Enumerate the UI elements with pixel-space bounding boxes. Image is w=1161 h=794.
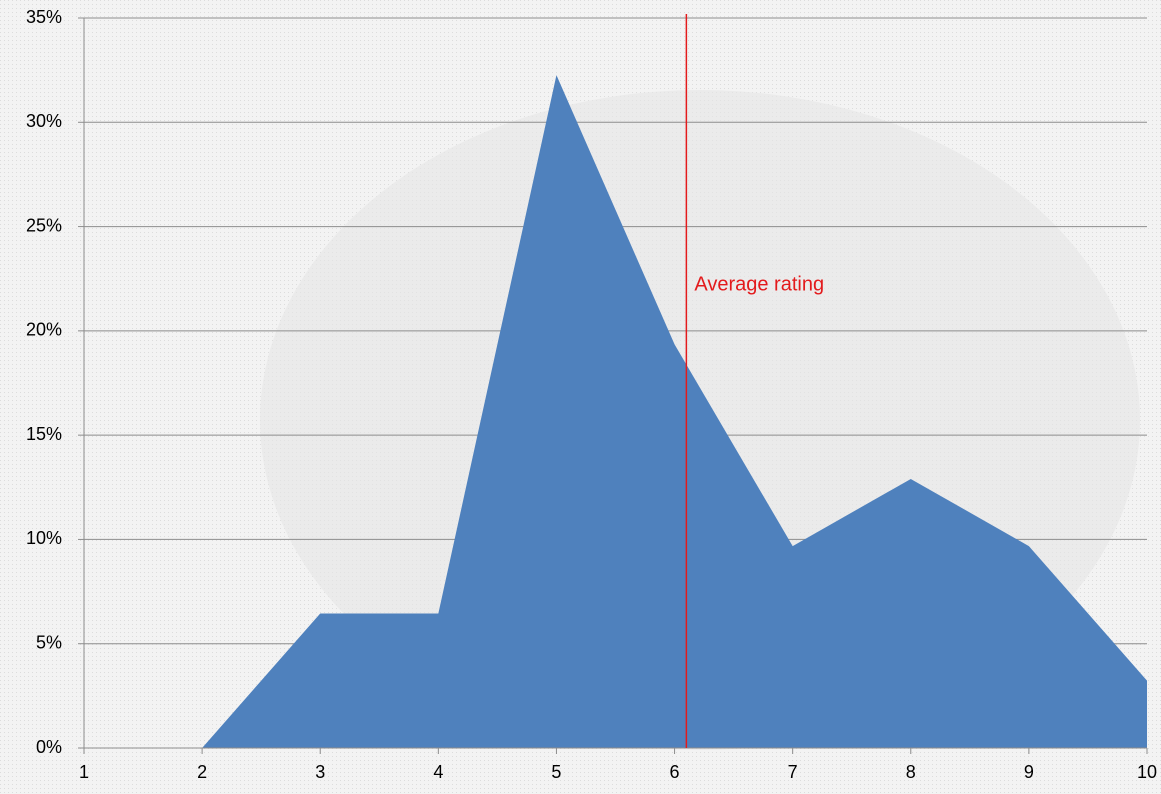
y-tick-label: 10% [26, 528, 62, 548]
y-tick-label: 5% [36, 632, 62, 652]
area [84, 75, 1147, 749]
x-tick-label: 6 [670, 762, 680, 782]
x-tick-label: 4 [433, 762, 443, 782]
y-tick-label: 30% [26, 111, 62, 131]
x-tick-label: 5 [551, 762, 561, 782]
x-tick-label: 9 [1024, 762, 1034, 782]
y-tick-label: 15% [26, 424, 62, 444]
y-tick-label: 0% [36, 737, 62, 757]
x-tick-label: 7 [788, 762, 798, 782]
y-tick-label: 25% [26, 215, 62, 235]
x-tick-label: 10 [1137, 762, 1157, 782]
x-tick-label: 2 [197, 762, 207, 782]
x-tick-label: 1 [79, 762, 89, 782]
y-tick-label: 35% [26, 7, 62, 27]
annotation-label: Average rating [694, 273, 824, 295]
y-tick-label: 20% [26, 320, 62, 340]
x-tick-label: 3 [315, 762, 325, 782]
x-tick-label: 8 [906, 762, 916, 782]
